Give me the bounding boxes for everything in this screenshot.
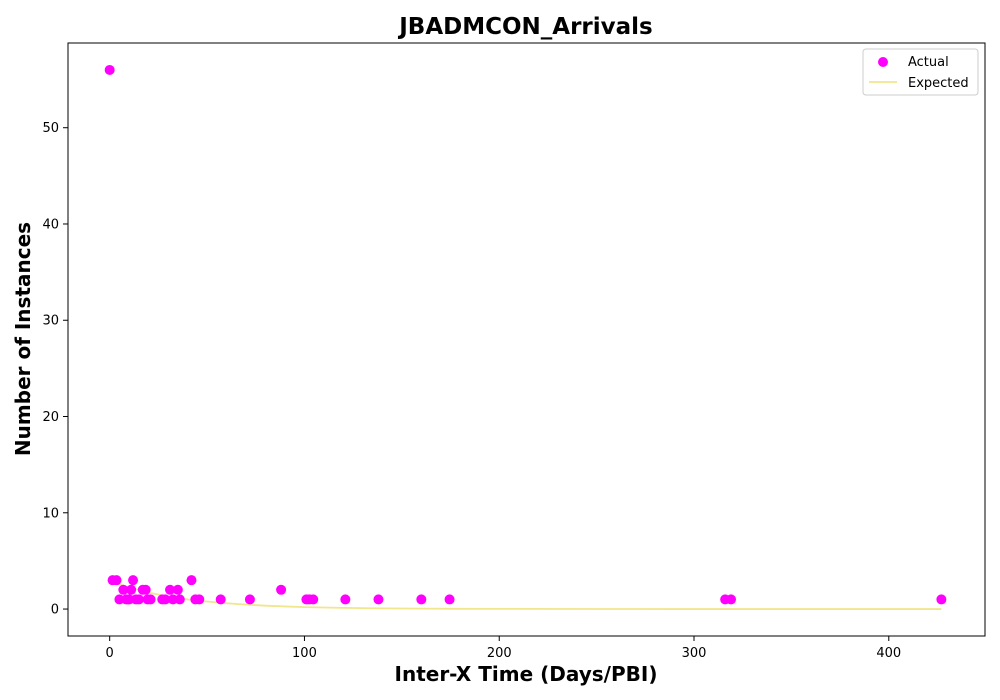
x-tick-label: 400 bbox=[876, 646, 901, 661]
actual-point bbox=[340, 594, 351, 605]
actual-point bbox=[160, 594, 171, 605]
x-tick-label: 0 bbox=[106, 646, 114, 661]
legend-marker-actual bbox=[878, 57, 888, 67]
actual-point bbox=[165, 584, 176, 595]
y-tick-label: 20 bbox=[42, 410, 59, 425]
legend-label-actual: Actual bbox=[908, 55, 949, 70]
x-tick-label: 100 bbox=[292, 646, 317, 661]
legend-label-expected: Expected bbox=[908, 76, 969, 91]
actual-point bbox=[133, 594, 144, 605]
actual-point bbox=[726, 594, 737, 605]
chart-title: JBADMCON_Arrivals bbox=[397, 14, 653, 40]
actual-point bbox=[308, 594, 319, 605]
actual-point bbox=[194, 594, 205, 605]
y-tick-label: 40 bbox=[42, 217, 59, 232]
actual-point bbox=[118, 584, 129, 595]
actual-point bbox=[126, 584, 137, 595]
legend-box bbox=[862, 48, 979, 96]
actual-point bbox=[140, 584, 151, 595]
actual-point bbox=[172, 584, 183, 595]
x-axis-title: Inter-X Time (Days/PBI) bbox=[395, 662, 658, 686]
x-tick-label: 300 bbox=[682, 646, 707, 661]
actual-point bbox=[276, 584, 287, 595]
actual-point bbox=[416, 594, 427, 605]
actual-point bbox=[215, 594, 226, 605]
y-tick-label: 0 bbox=[51, 603, 59, 618]
actual-point bbox=[936, 594, 947, 605]
y-tick-label: 50 bbox=[42, 121, 59, 136]
actual-point bbox=[186, 575, 197, 586]
actual-point bbox=[244, 594, 255, 605]
y-tick-label: 30 bbox=[42, 314, 59, 329]
actual-point bbox=[111, 575, 122, 586]
y-axis: 0 10 20 30 40 50 bbox=[42, 121, 68, 618]
y-tick-label: 10 bbox=[42, 506, 59, 521]
actual-point bbox=[174, 594, 185, 605]
legend: Actual Expected bbox=[862, 48, 979, 96]
y-axis-title: Number of Instances bbox=[11, 222, 35, 456]
actual-point bbox=[145, 594, 156, 605]
series-layer bbox=[104, 64, 947, 610]
actual-point bbox=[444, 594, 455, 605]
actual-point bbox=[373, 594, 384, 605]
actual-point bbox=[128, 575, 139, 586]
x-tick-label: 200 bbox=[487, 646, 512, 661]
x-axis: 0 100 200 300 400 bbox=[106, 636, 901, 661]
plot-area bbox=[67, 42, 986, 637]
actual-point bbox=[104, 64, 115, 75]
